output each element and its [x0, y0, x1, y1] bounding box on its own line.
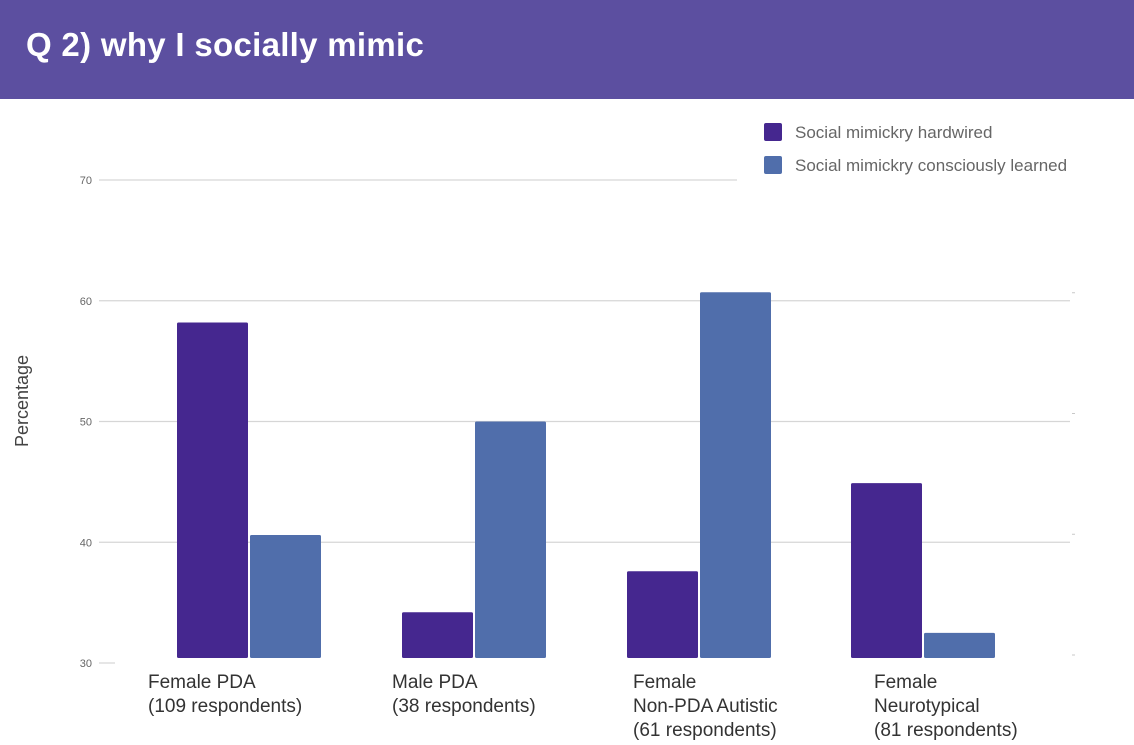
bars: [177, 292, 995, 658]
y-tick-label-50: 50: [80, 417, 92, 429]
bar-learned-0: [250, 535, 321, 658]
legend-label-1: Social mimickry consciously learned: [795, 156, 1067, 175]
category-label-line: (38 respondents): [392, 696, 536, 717]
y-tick-label-40: 40: [80, 537, 92, 549]
y-axis-label: Percentage: [12, 355, 32, 447]
category-label-2: Female Non-PDA Autistic (61 respondents): [633, 672, 778, 741]
category-label-line: Neurotypical: [874, 696, 980, 717]
category-label-line: Non-PDA Autistic: [633, 696, 778, 717]
bar-chart: 30 40 50 60 70 Percentage Female PDA (109 res…: [12, 123, 1075, 741]
category-label-1: Male PDA (38 respondents): [392, 672, 536, 717]
y-tick-label-60: 60: [80, 296, 92, 308]
bar-hardwired-3: [851, 483, 922, 658]
x-axis-category-labels: Female PDA (109 respondents) Male PDA (38 r…: [148, 672, 1018, 741]
bar-learned-3: [924, 632, 995, 658]
category-label-line: Male PDA: [392, 672, 478, 693]
bar-hardwired-2: [627, 571, 698, 658]
category-label-3: Female Neurotypical (81 respondents): [874, 672, 1018, 741]
bar-learned-1: [475, 421, 546, 658]
legend: Social mimickry hardwired Social mimickry…: [764, 123, 1067, 175]
legend-swatch-0: [764, 123, 782, 141]
category-label-line: Female: [633, 672, 696, 693]
page-title: Q 2) why I socially mimic: [26, 26, 425, 63]
y-tick-label-70: 70: [80, 175, 92, 187]
category-label-line: (109 respondents): [148, 696, 302, 717]
legend-swatch-1: [764, 156, 782, 174]
category-label-0: Female PDA (109 respondents): [148, 672, 302, 717]
category-label-line: (61 respondents): [633, 720, 777, 741]
category-label-line: Female: [874, 672, 937, 693]
title-banner: Q 2) why I socially mimic: [0, 0, 1134, 99]
y-tick-label-30: 30: [80, 658, 92, 670]
category-label-line: (81 respondents): [874, 720, 1018, 741]
legend-label-0: Social mimickry hardwired: [795, 123, 992, 142]
bar-hardwired-0: [177, 322, 248, 658]
bar-hardwired-1: [402, 612, 473, 658]
y-axis-ticks: 30 40 50 60 70: [80, 175, 1075, 670]
category-label-line: Female PDA: [148, 672, 256, 693]
bar-learned-2: [700, 292, 771, 658]
